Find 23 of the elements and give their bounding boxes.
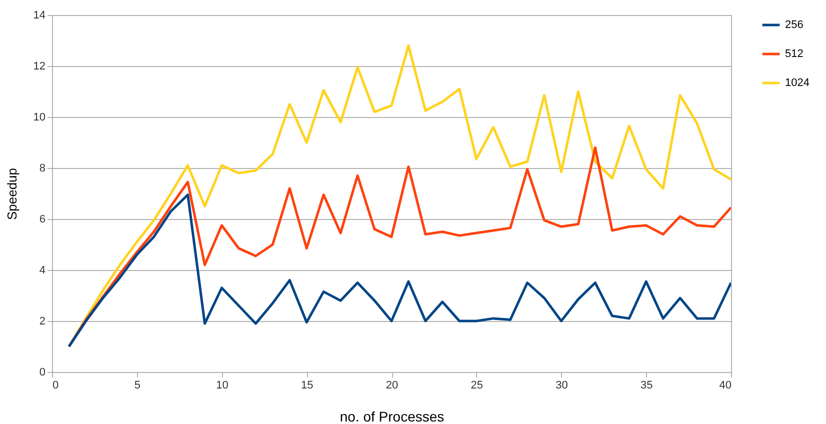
y-tick-label: 0 <box>39 366 46 378</box>
y-tick-label: 6 <box>39 214 46 226</box>
y-tick-label: 4 <box>39 264 46 276</box>
y-tick-label: 8 <box>39 162 46 174</box>
y-tick-label: 10 <box>33 112 46 124</box>
legend-label: 1024 <box>785 77 810 89</box>
y-tick-label: 14 <box>33 10 46 22</box>
y-tick-label: 12 <box>33 60 46 72</box>
x-tick-label: 30 <box>556 380 568 392</box>
y-tick-label: 2 <box>39 316 46 328</box>
x-tick-label: 25 <box>470 380 483 392</box>
x-tick-label: 0 <box>52 380 59 392</box>
x-tick-label: 10 <box>216 380 228 392</box>
legend-label: 256 <box>785 19 804 31</box>
x-tick-label: 15 <box>301 380 314 392</box>
x-tick-label: 40 <box>719 380 732 392</box>
x-tick-label: 20 <box>386 380 398 392</box>
y-axis-title: Speedup <box>4 168 20 220</box>
legend-label: 512 <box>785 48 804 60</box>
line-series <box>68 194 731 348</box>
x-tick-label: 5 <box>134 380 140 392</box>
x-tick-label: 35 <box>640 380 653 392</box>
x-axis-title: no. of Processes <box>340 408 444 424</box>
